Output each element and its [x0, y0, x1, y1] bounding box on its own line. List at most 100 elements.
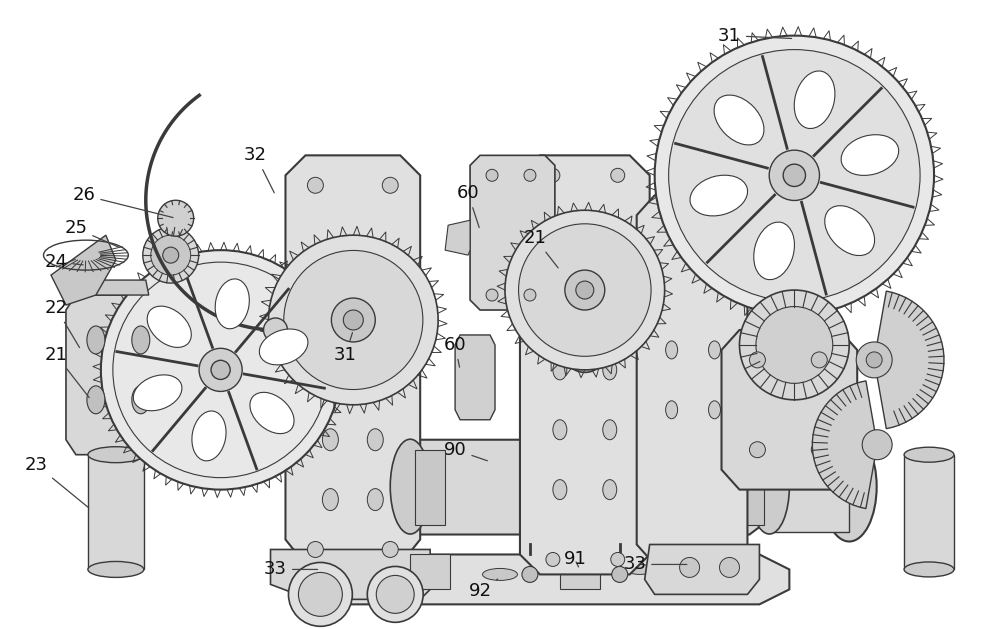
Polygon shape	[645, 545, 759, 594]
Text: 21: 21	[45, 346, 89, 398]
Ellipse shape	[133, 375, 182, 411]
Circle shape	[611, 169, 625, 182]
Polygon shape	[415, 450, 445, 525]
Ellipse shape	[562, 328, 607, 372]
Ellipse shape	[250, 392, 294, 433]
Ellipse shape	[132, 326, 150, 354]
Circle shape	[331, 298, 375, 342]
Circle shape	[101, 250, 340, 489]
Circle shape	[669, 50, 920, 301]
Ellipse shape	[553, 360, 567, 380]
Text: 22: 22	[44, 299, 80, 348]
Ellipse shape	[192, 411, 226, 461]
Polygon shape	[520, 155, 650, 574]
Ellipse shape	[87, 386, 105, 414]
Circle shape	[163, 247, 179, 263]
Circle shape	[811, 352, 827, 368]
Polygon shape	[51, 235, 116, 305]
Circle shape	[264, 318, 287, 342]
Circle shape	[519, 224, 651, 356]
Circle shape	[565, 270, 605, 310]
Polygon shape	[93, 280, 149, 295]
Text: 32: 32	[244, 147, 274, 192]
Polygon shape	[271, 550, 430, 599]
Text: 31: 31	[718, 26, 792, 45]
Circle shape	[862, 430, 892, 460]
Ellipse shape	[88, 562, 144, 577]
Ellipse shape	[322, 429, 338, 451]
Text: 25: 25	[64, 219, 118, 247]
Circle shape	[720, 557, 739, 577]
Polygon shape	[445, 220, 470, 255]
Text: 90: 90	[444, 441, 487, 461]
Text: 31: 31	[334, 333, 357, 364]
Circle shape	[376, 576, 414, 613]
Polygon shape	[285, 155, 420, 564]
Circle shape	[211, 360, 230, 379]
Circle shape	[382, 542, 398, 557]
Circle shape	[749, 352, 765, 368]
Ellipse shape	[904, 447, 954, 462]
Polygon shape	[769, 442, 849, 532]
Polygon shape	[722, 330, 857, 489]
Text: 26: 26	[72, 186, 173, 218]
Ellipse shape	[88, 447, 144, 463]
Circle shape	[655, 36, 934, 315]
Ellipse shape	[603, 480, 617, 499]
Text: 33: 33	[623, 555, 687, 574]
Ellipse shape	[904, 562, 954, 577]
Circle shape	[113, 262, 328, 477]
Ellipse shape	[367, 489, 383, 511]
Polygon shape	[410, 555, 450, 589]
Circle shape	[486, 169, 498, 181]
Polygon shape	[680, 555, 720, 589]
Text: 23: 23	[25, 455, 89, 508]
Circle shape	[576, 281, 594, 299]
Ellipse shape	[666, 341, 678, 359]
Circle shape	[866, 352, 882, 368]
Circle shape	[769, 150, 819, 201]
Text: 33: 33	[264, 560, 318, 579]
Ellipse shape	[603, 360, 617, 380]
Polygon shape	[88, 455, 144, 569]
Polygon shape	[812, 381, 875, 509]
Circle shape	[382, 177, 398, 193]
Ellipse shape	[841, 135, 899, 175]
Circle shape	[199, 348, 242, 391]
Ellipse shape	[709, 341, 721, 359]
Circle shape	[288, 562, 352, 626]
Ellipse shape	[603, 420, 617, 440]
Ellipse shape	[367, 429, 383, 451]
Ellipse shape	[322, 369, 338, 391]
Ellipse shape	[666, 401, 678, 419]
Circle shape	[343, 310, 363, 330]
Ellipse shape	[483, 569, 517, 581]
Circle shape	[367, 567, 423, 622]
Polygon shape	[320, 555, 789, 604]
Text: 91: 91	[563, 550, 586, 569]
Circle shape	[505, 210, 665, 370]
Ellipse shape	[147, 306, 191, 347]
Circle shape	[284, 250, 423, 389]
Circle shape	[158, 200, 194, 236]
Ellipse shape	[626, 564, 654, 574]
Ellipse shape	[749, 439, 789, 534]
Circle shape	[269, 235, 438, 405]
Circle shape	[524, 289, 536, 301]
Ellipse shape	[390, 439, 430, 534]
Ellipse shape	[714, 95, 764, 145]
Text: 21: 21	[523, 229, 558, 268]
Circle shape	[856, 342, 892, 378]
Ellipse shape	[553, 420, 567, 440]
Ellipse shape	[709, 401, 721, 419]
Ellipse shape	[825, 206, 875, 255]
Polygon shape	[380, 440, 779, 535]
Text: 60: 60	[444, 336, 466, 367]
Circle shape	[486, 289, 498, 301]
Ellipse shape	[367, 369, 383, 391]
Ellipse shape	[87, 326, 105, 354]
Circle shape	[739, 290, 849, 400]
Circle shape	[756, 306, 833, 383]
Polygon shape	[637, 195, 747, 564]
Circle shape	[783, 164, 806, 186]
